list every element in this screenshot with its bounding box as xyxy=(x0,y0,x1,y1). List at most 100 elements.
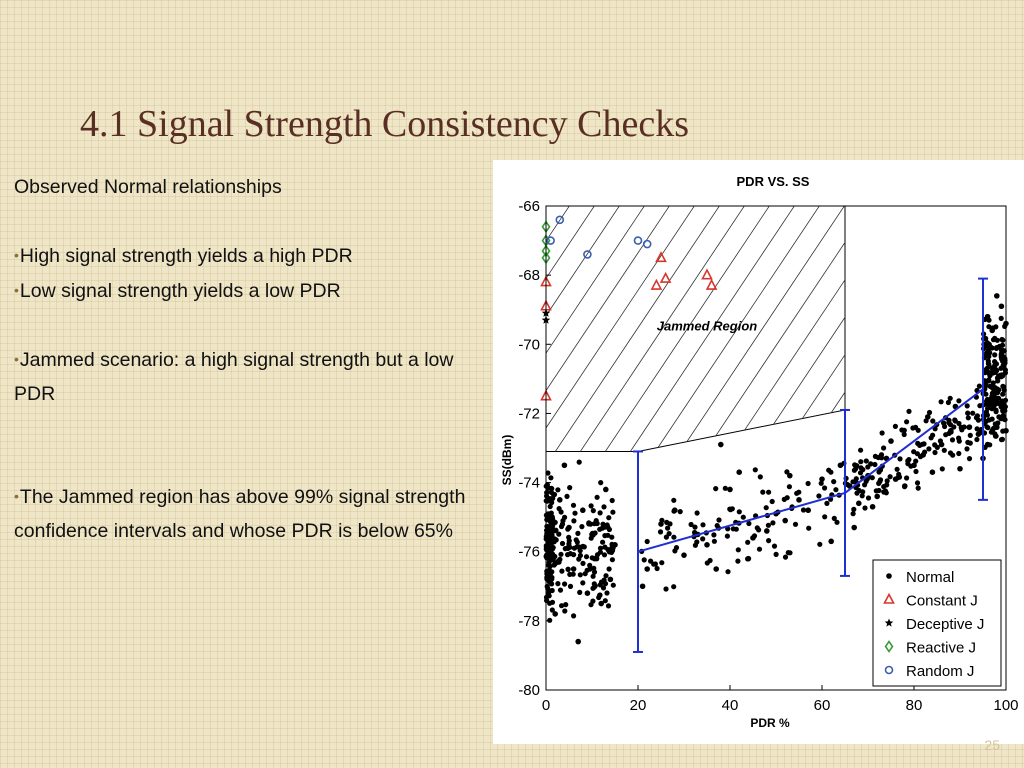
normal-point xyxy=(728,507,734,513)
normal-point xyxy=(548,489,554,495)
normal-point xyxy=(792,521,799,527)
normal-point xyxy=(818,480,824,486)
normal-point xyxy=(989,327,995,334)
normal-point xyxy=(549,535,555,541)
normal-point xyxy=(547,577,553,583)
normal-point xyxy=(671,534,677,540)
y-tick-label: -78 xyxy=(518,613,540,630)
normal-point xyxy=(901,431,907,438)
normal-point xyxy=(763,505,769,511)
normal-point xyxy=(657,529,664,535)
normal-point xyxy=(740,514,746,520)
normal-point xyxy=(881,489,887,495)
normal-point xyxy=(750,535,756,541)
normal-point xyxy=(926,446,932,452)
normal-point xyxy=(947,450,954,456)
normal-point xyxy=(877,467,884,473)
normal-point xyxy=(904,475,910,481)
normal-point xyxy=(609,534,615,540)
normal-point xyxy=(677,509,683,515)
normal-point xyxy=(915,427,921,433)
normal-point xyxy=(694,539,700,545)
bullet-icon: • xyxy=(14,282,19,298)
normal-point xyxy=(865,464,871,470)
normal-point xyxy=(716,517,722,523)
normal-point xyxy=(663,586,669,592)
normal-point xyxy=(1000,362,1006,368)
normal-point xyxy=(567,485,573,491)
normal-point xyxy=(602,598,608,604)
normal-point xyxy=(850,511,856,517)
normal-point xyxy=(852,462,858,468)
normal-point xyxy=(941,447,947,453)
normal-point xyxy=(733,526,739,532)
normal-point xyxy=(938,399,944,405)
normal-point xyxy=(576,556,582,562)
normal-point xyxy=(548,485,554,491)
normal-point xyxy=(932,426,938,432)
normal-point xyxy=(993,386,999,392)
normal-point xyxy=(786,484,792,490)
normal-point xyxy=(859,493,865,499)
normal-point xyxy=(725,569,731,575)
normal-point xyxy=(752,467,758,473)
normal-point xyxy=(610,509,616,515)
normal-point xyxy=(1000,384,1007,390)
legend-random-j-label: Random J xyxy=(906,663,974,680)
normal-point xyxy=(607,576,614,583)
normal-point xyxy=(805,480,811,487)
normal-point xyxy=(727,486,733,493)
normal-point xyxy=(930,418,936,424)
normal-point xyxy=(544,583,550,590)
normal-point xyxy=(932,449,938,456)
normal-point xyxy=(966,456,973,462)
normal-point xyxy=(547,503,553,510)
normal-point xyxy=(544,514,550,520)
normal-point xyxy=(881,484,887,490)
page-number: 25 xyxy=(984,737,1000,753)
normal-point xyxy=(756,546,763,552)
normal-point xyxy=(987,383,993,389)
normal-point xyxy=(746,520,752,527)
slide-title: 4.1 Signal Strength Consistency Checks xyxy=(80,103,690,145)
normal-point xyxy=(600,585,607,591)
normal-point xyxy=(598,480,604,486)
normal-point xyxy=(914,480,921,486)
bullet-2-text: Low signal strength yields a low PDR xyxy=(19,280,341,302)
normal-point xyxy=(862,482,868,488)
normal-point xyxy=(567,551,573,557)
hatch-line xyxy=(546,206,627,452)
normal-point xyxy=(998,351,1005,358)
bullet-4-text: The Jammed region has above 99% signal s… xyxy=(14,486,466,542)
normal-point xyxy=(996,373,1002,379)
jammed-region-label: Jammed Region xyxy=(657,318,757,333)
random-j-point xyxy=(583,250,592,259)
normal-point xyxy=(770,520,776,526)
normal-point xyxy=(959,427,965,433)
normal-point xyxy=(566,524,572,531)
normal-point xyxy=(872,461,878,468)
legend-reactive-j-label: Reactive J xyxy=(906,640,976,657)
normal-point xyxy=(711,532,717,538)
normal-point xyxy=(911,462,917,469)
normal-point xyxy=(764,528,770,534)
normal-point xyxy=(591,569,598,575)
bullet-3: •Jammed scenario: a high signal strength… xyxy=(14,342,484,411)
normal-point xyxy=(965,410,971,416)
hatch-line xyxy=(546,206,727,452)
normal-point xyxy=(577,572,583,578)
normal-point xyxy=(577,589,583,595)
plot-frame xyxy=(545,205,1007,691)
normal-point xyxy=(926,409,933,416)
normal-point xyxy=(711,538,717,544)
normal-point xyxy=(671,584,677,590)
normal-point xyxy=(920,452,926,458)
normal-point xyxy=(919,441,925,447)
normal-point xyxy=(766,538,772,544)
normal-point xyxy=(773,551,779,557)
normal-point xyxy=(837,462,844,469)
legend-reactive-j-marker xyxy=(884,640,894,653)
y-axis-label: SS(dBm) xyxy=(500,435,514,486)
normal-point xyxy=(992,335,998,341)
normal-point xyxy=(928,435,934,441)
